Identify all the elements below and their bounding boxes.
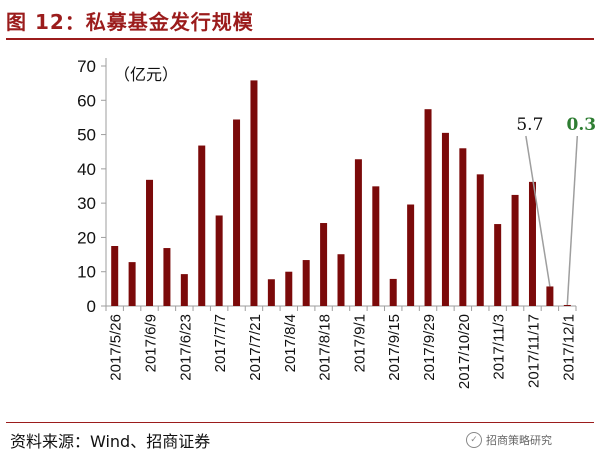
bar <box>128 262 136 306</box>
x-tick-label: 2017/8/18 <box>317 314 334 381</box>
bar <box>163 248 171 306</box>
x-tick-label: 2017/7/21 <box>247 314 264 381</box>
y-tick-label: 70 <box>77 57 96 76</box>
annotation-leader-line <box>525 135 551 287</box>
bar <box>180 274 188 306</box>
annotation-leader-line <box>566 135 579 306</box>
y-axis: 0 10 20 30 40 50 60 70 <box>77 57 107 316</box>
annotations: 5.7 0.3 <box>516 115 597 306</box>
y-tick-label: 20 <box>77 228 96 247</box>
x-tick-label: 2017/6/23 <box>177 314 194 381</box>
bar-series <box>111 80 571 307</box>
bar <box>267 279 275 306</box>
bar <box>407 204 415 306</box>
bar <box>111 246 119 306</box>
bar <box>528 181 536 306</box>
y-axis-unit-label: （亿元） <box>114 65 178 84</box>
x-axis: 2017/5/26 2017/6/9 2017/6/23 2017/7/7 2017/7… <box>105 305 577 389</box>
bar <box>372 186 380 306</box>
bar <box>459 148 467 306</box>
bar <box>354 159 362 306</box>
bar <box>302 260 310 306</box>
annotation-label: 0.3 <box>567 115 597 135</box>
title-divider <box>6 38 594 40</box>
x-tick-label: 2017/11/17 <box>525 314 542 388</box>
source-note: 资料来源：Wind、招商证券 <box>10 432 211 451</box>
bar-chart: 0 10 20 30 40 50 60 70 2017/5/26 2017/6/9 2017/6/… <box>77 57 597 389</box>
footer-divider <box>6 422 594 423</box>
y-tick-label: 0 <box>87 297 96 316</box>
bar <box>494 224 502 306</box>
x-tick-label: 2017/5/26 <box>108 314 125 381</box>
bar <box>546 286 554 306</box>
x-tick-label: 2017/9/29 <box>421 314 438 381</box>
x-tick-label: 2017/9/1 <box>351 314 368 372</box>
bar <box>337 254 345 306</box>
annotation-label: 5.7 <box>516 115 543 135</box>
y-tick-label: 10 <box>77 263 96 282</box>
x-tick-label: 2017/6/9 <box>143 314 160 372</box>
y-tick-label: 40 <box>77 160 96 179</box>
bar <box>215 215 223 306</box>
bar <box>233 119 241 306</box>
bar <box>511 194 519 306</box>
y-tick-label: 50 <box>77 126 96 145</box>
x-tick-label: 2017/10/20 <box>456 314 473 389</box>
x-tick-label: 2017/12/1 <box>560 314 577 381</box>
x-tick-label: 2017/9/15 <box>386 314 403 381</box>
y-tick-label: 60 <box>77 91 96 110</box>
watermark: ✓ 招商策略研究 <box>466 432 552 448</box>
y-tick-label: 30 <box>77 194 96 213</box>
bar <box>424 109 432 306</box>
bar <box>285 271 293 306</box>
bar <box>250 80 258 307</box>
figure-title: 图 12：私募基金发行规模 <box>6 10 254 34</box>
x-tick-label: 2017/7/7 <box>212 314 229 372</box>
wechat-icon: ✓ <box>466 432 482 448</box>
x-tick-label: 2017/8/4 <box>282 314 299 372</box>
bar <box>389 278 397 306</box>
bar <box>563 304 571 306</box>
bar <box>198 145 206 306</box>
bar <box>320 223 328 306</box>
bar <box>476 174 484 306</box>
bar <box>441 132 449 306</box>
x-tick-label: 2017/11/3 <box>491 314 508 380</box>
watermark-text: 招商策略研究 <box>486 434 552 447</box>
bar <box>146 179 154 306</box>
